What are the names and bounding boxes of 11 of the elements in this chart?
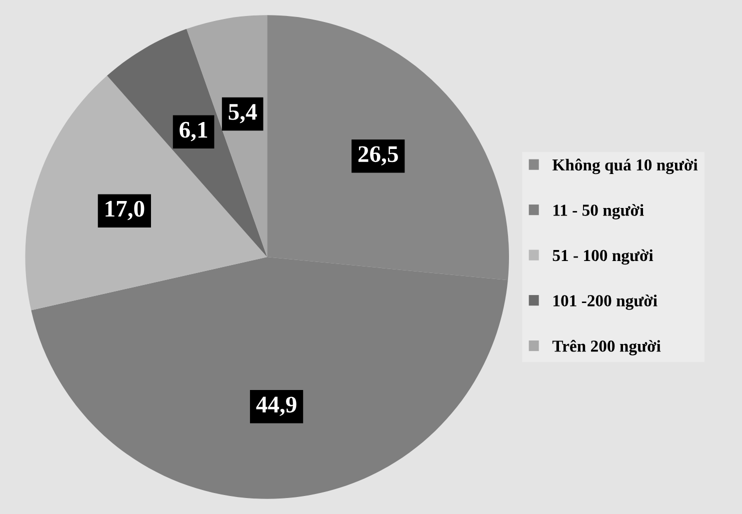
legend-label: Không quá 10 người: [552, 158, 698, 174]
data-label: 6,1: [180, 122, 208, 142]
data-label: 5,4: [228, 104, 257, 124]
data-label: 44,9: [256, 396, 296, 416]
legend-label: 11 - 50 người: [554, 204, 644, 220]
legend-label: Trên 200 người: [552, 340, 661, 356]
data-label: 17,0: [106, 200, 144, 220]
legend-label: 51 - 100 người: [552, 249, 654, 265]
pie-slice: [25, 76, 268, 310]
legend-label: 101 -200 người: [554, 294, 658, 310]
data-label: 26,5: [358, 146, 398, 166]
